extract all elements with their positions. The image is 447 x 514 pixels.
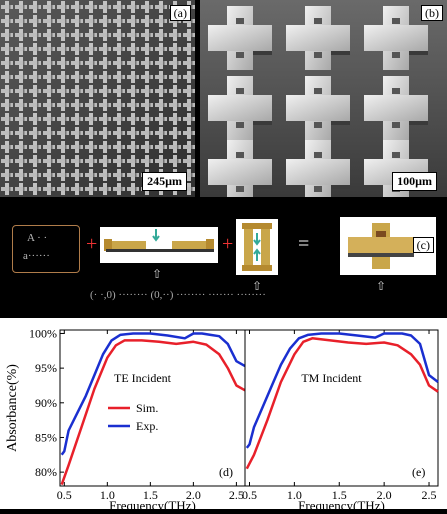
x-tick-label-d: 1.0 (100, 488, 115, 502)
y-tick-label-d: 90% (35, 396, 57, 410)
plus-operator-2: + (222, 233, 234, 255)
schematic-caption: (· ·,0) ········ (0,··) ········ ·······… (90, 289, 266, 301)
equals-operator: = (298, 233, 310, 255)
series-line-exp-d (60, 332, 246, 456)
x-tick-label-d: 2.0 (186, 488, 201, 502)
scale-bar-a: 245µm (142, 172, 187, 191)
incident-arrow-2: ⇧ (252, 279, 263, 293)
y-axis-label: Absorbance(%) (5, 364, 20, 452)
panel-e-label: (e) (412, 465, 425, 479)
incident-arrow-1: ⇧ (152, 267, 163, 281)
component-box-text-2: a······ (23, 250, 50, 262)
component-box: A · · a······ (12, 225, 80, 273)
dipole-x-component (100, 227, 218, 263)
y-tick-label-d: 80% (35, 465, 57, 479)
component-box-text-1: A · · (27, 232, 48, 244)
y-tick-label-d: 85% (35, 430, 57, 444)
x-tick-label-e: 2.0 (377, 488, 392, 502)
panel-a-label: (a) (169, 5, 191, 21)
sem-image-b: (b) 100µm (200, 0, 447, 197)
panel-b-label: (b) (421, 5, 443, 21)
sem-array-a (0, 0, 195, 197)
sem-array-b (200, 0, 447, 197)
x-tick-label-d: 0.5 (57, 488, 72, 502)
x-tick-label-d: 2.5 (229, 488, 244, 502)
x-tick-label-d: 1.5 (143, 488, 158, 502)
x-tick-label-e: 1.5 (332, 488, 347, 502)
plot-frame-e (244, 329, 439, 487)
schematic-row: A · · a······ + ⇧ + ⇧ = (0, 205, 447, 315)
x-tick-label-e: 0.5 (242, 488, 257, 502)
absorber-unit-cell: (c) (340, 217, 436, 275)
legend-label-sim: Sim. (136, 401, 158, 415)
absorbance-plots: 0.5 1.0 1.5 2.0 2.5 80% 85% 90% 95% 100% Absorbanc… (5, 326, 439, 513)
sem-image-a: (a) 245µm (0, 0, 195, 197)
plus-operator-1: + (86, 233, 98, 255)
panel-c-label: (c) (412, 237, 434, 253)
incident-arrow-3: ⇧ (376, 279, 387, 293)
x-axis-label-e: Frequency(THz) (298, 498, 385, 509)
series-line-exp-e (245, 332, 439, 449)
panel-d-label: (d) (219, 465, 233, 479)
legend-label-exp: Exp. (136, 419, 158, 433)
y-tick-label-d: 100% (29, 326, 57, 340)
series-line-sim-d (60, 339, 246, 486)
dipole-y-component (236, 219, 278, 275)
scale-bar-b: 100µm (392, 172, 437, 191)
x-tick-label-e: 2.5 (422, 488, 437, 502)
x-tick-label-e: 1.0 (287, 488, 302, 502)
series-line-sim-e (245, 337, 439, 470)
x-axis-label-d: Frequency(THz) (109, 498, 196, 509)
annotation-e: TM Incident (301, 371, 362, 385)
absorbance-figure: 0.5 1.0 1.5 2.0 2.5 80% 85% 90% 95% 100% Absorbanc… (0, 318, 447, 513)
annotation-d: TE Incident (114, 371, 172, 385)
y-tick-label-d: 95% (35, 361, 57, 375)
